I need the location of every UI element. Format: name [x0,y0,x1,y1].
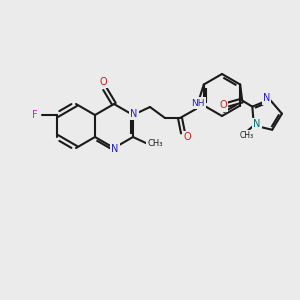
Text: O: O [219,100,227,110]
Text: N: N [263,93,270,103]
Text: CH₃: CH₃ [240,131,254,140]
Text: O: O [183,132,191,142]
Text: N: N [130,109,138,119]
Text: N: N [111,144,119,154]
Text: NH: NH [191,98,205,107]
Text: F: F [32,110,38,120]
Text: N: N [253,119,261,129]
Text: O: O [99,77,107,87]
Text: CH₃: CH₃ [147,140,163,148]
